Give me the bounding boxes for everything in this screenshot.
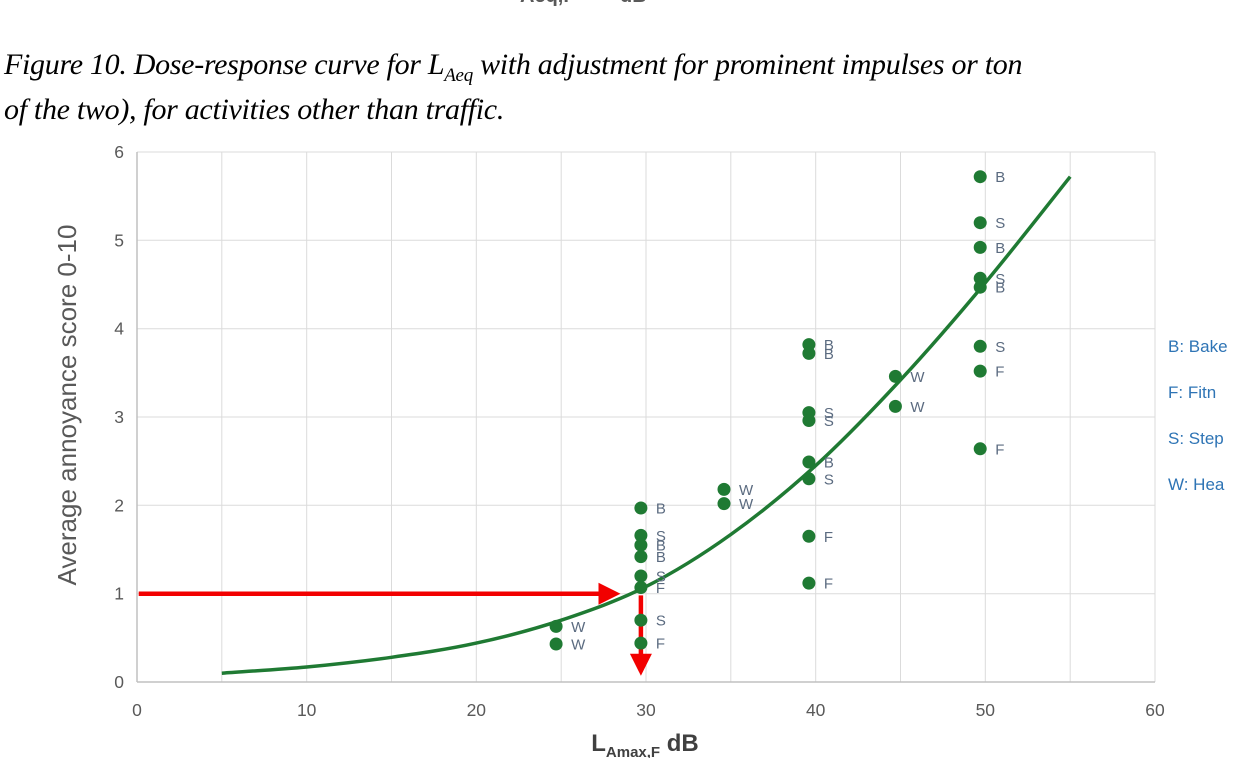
data-point [802, 455, 816, 469]
data-point-label: F [824, 576, 833, 593]
data-point-label: S [824, 471, 834, 488]
dose-response-curve [221, 175, 1072, 675]
caption-line-1: Figure 10. Dose-response curve for LAeq … [4, 48, 1023, 86]
data-point-label: S [995, 215, 1005, 232]
data-point [634, 538, 648, 552]
y-tick-label: 2 [114, 495, 124, 515]
data-point [802, 576, 816, 590]
data-point [802, 346, 816, 360]
data-point-label: B [824, 346, 834, 363]
y-tick-label: 0 [114, 672, 124, 692]
data-point [973, 240, 987, 254]
data-point-label: F [995, 441, 1004, 458]
data-point-label: F [995, 364, 1004, 381]
legend-item-fitness: F: Fitn [1168, 383, 1217, 402]
data-point [973, 216, 987, 230]
data-point-label: B [656, 501, 666, 518]
data-point-label: S [656, 569, 666, 586]
data-point [549, 637, 563, 651]
data-point-label: S [824, 405, 834, 422]
legend-item-heat: W: Hea [1168, 475, 1225, 494]
caption-line-2: of the two), for activities other than t… [4, 93, 505, 126]
data-point [717, 482, 731, 496]
y-tick-label: 3 [114, 407, 124, 427]
data-point-label: W [910, 369, 925, 386]
data-point [634, 613, 648, 627]
data-point-label: S [656, 613, 666, 630]
data-point-label: F [824, 529, 833, 546]
data-point-label: B [995, 280, 1005, 297]
caption-subscript: Aeq [444, 65, 473, 86]
data-point [973, 442, 987, 456]
data-point-label: B [656, 538, 666, 555]
data-point [634, 528, 648, 542]
data-point-label: B [656, 549, 666, 566]
clipped-text-fragment: Aeq,F [520, 0, 576, 8]
y-tick-label: 4 [114, 319, 124, 339]
data-point [634, 501, 648, 515]
x-tick-label: 20 [467, 700, 487, 720]
data-point-label: B [824, 337, 834, 354]
data-point-label: W [739, 496, 754, 513]
x-tick-label: 40 [806, 700, 826, 720]
y-tick-label: 1 [114, 584, 124, 604]
data-point [634, 550, 648, 564]
data-point-label: W [571, 619, 586, 636]
x-tick-label: 10 [297, 700, 317, 720]
data-point-label: W [910, 399, 925, 416]
x-tick-label: 0 [132, 700, 142, 720]
figure-caption: Figure 10. Dose-response curve for LAeq … [4, 44, 1022, 130]
legend-item-step: S: Step [1168, 429, 1224, 448]
horizontal-red-arrow-head [598, 582, 621, 605]
data-point [802, 529, 816, 543]
data-point-label: S [995, 339, 1005, 356]
data-point-label: W [739, 482, 754, 499]
data-point-label: S [995, 271, 1005, 288]
data-point [634, 636, 648, 650]
x-tick-label: 50 [976, 700, 996, 720]
data-point [973, 339, 987, 353]
vertical-red-arrow-head [629, 653, 652, 676]
data-point [802, 414, 816, 427]
y-tick-label: 6 [114, 142, 124, 162]
data-point [973, 364, 987, 378]
data-point [888, 399, 902, 413]
data-point-label: F [656, 580, 665, 597]
data-point-label: B [995, 240, 1005, 257]
x-tick-label: 30 [636, 700, 656, 720]
data-point-label: S [824, 413, 834, 430]
x-axis-title: LAmax,F dB [591, 730, 699, 758]
data-point [973, 271, 987, 285]
clipped-previous-axis-label: Aeq,F dB [520, 0, 940, 9]
y-axis-title: Average annoyance score 0-10 [52, 225, 82, 586]
x-tick-label: 60 [1145, 700, 1165, 720]
data-point-label: F [656, 636, 665, 653]
data-point [634, 569, 648, 583]
clipped-text-fragment: dB [620, 0, 647, 8]
data-point [973, 170, 987, 184]
data-point [717, 497, 731, 511]
data-point-label: W [571, 637, 586, 654]
data-point-label: B [824, 455, 834, 472]
legend-item-bakery: B: Bake [1168, 337, 1228, 356]
data-point-label: B [995, 169, 1005, 186]
y-tick-label: 5 [114, 230, 124, 250]
data-point-label: S [656, 528, 666, 545]
